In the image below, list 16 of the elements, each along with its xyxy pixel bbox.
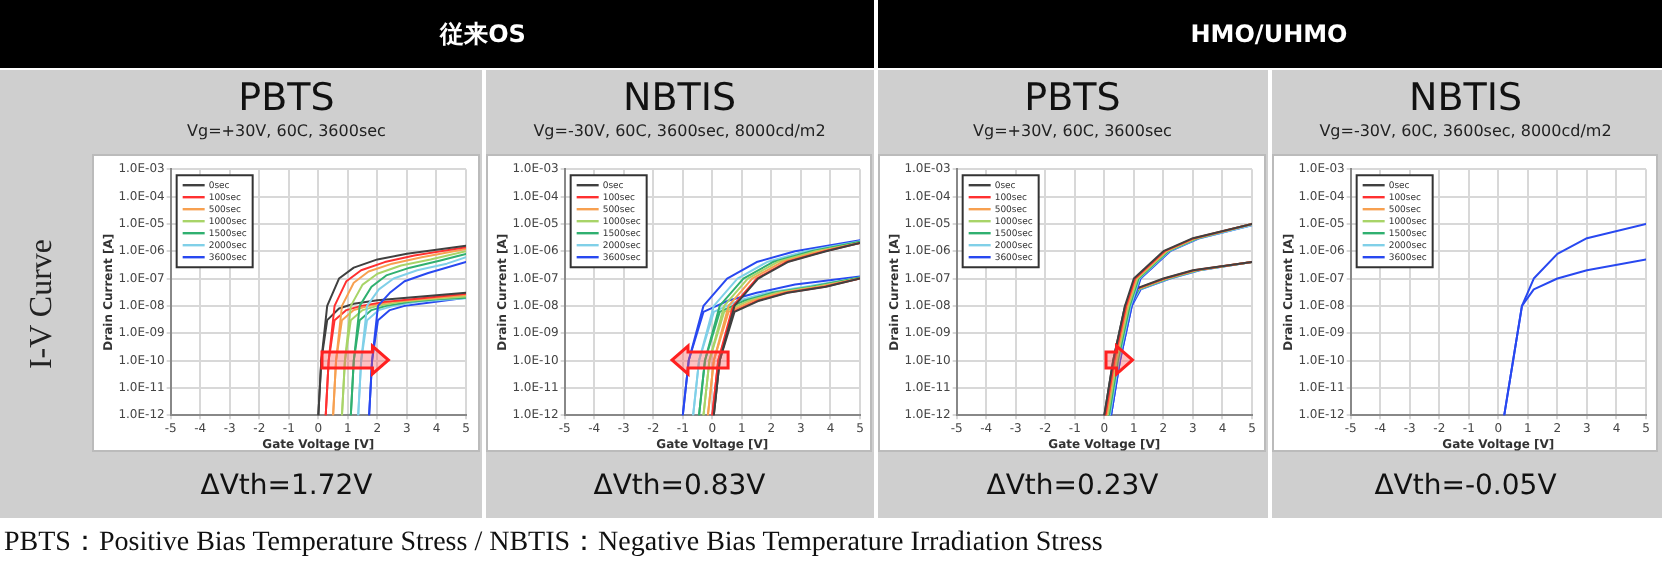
text: ΔVth=0.23V [984, 468, 1161, 506]
chart-subtitle: Vg=+30V, 60C, 3600sec [971, 122, 1174, 142]
chart-title: PBTS [1022, 74, 1123, 122]
text: ΔVth=0.83V [591, 468, 768, 506]
text: 従来OS [437, 17, 528, 51]
chart-title: NBTIS [620, 74, 739, 122]
chart-title: PBTS [236, 74, 337, 122]
chart-title: NBTIS [1406, 74, 1525, 122]
text: I-V Curve [26, 237, 62, 369]
text: PBTS：Positive Bias Temperature Stress / NBTIS：Negative Bias Temperature Irradiation Stress [4, 526, 1105, 560]
text: ΔVth=1.72V [198, 468, 375, 506]
text: ΔVth=-0.05V [1372, 468, 1559, 506]
text: HMO/UHMO [1188, 18, 1350, 52]
chart-subtitle: Vg=-30V, 60C, 3600sec, 8000cd/m2 [1317, 122, 1614, 142]
chart-subtitle: Vg=-30V, 60C, 3600sec, 8000cd/m2 [531, 122, 828, 142]
chart-subtitle: Vg=+30V, 60C, 3600sec [185, 122, 388, 142]
